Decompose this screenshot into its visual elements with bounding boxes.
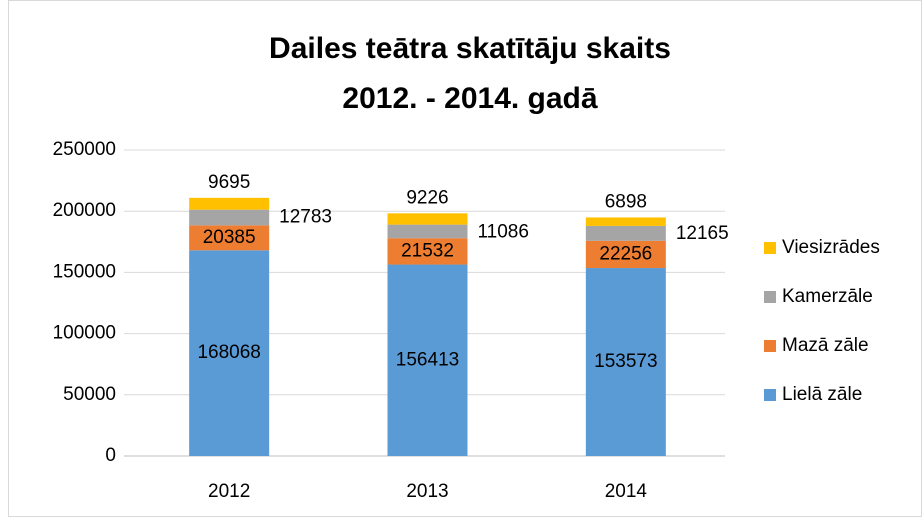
- x-tick-label: 2014: [605, 481, 648, 502]
- legend-swatch: [764, 291, 776, 303]
- data-label: 9226: [406, 187, 448, 208]
- y-tick-label: 250000: [53, 139, 116, 160]
- legend-label: Kamerzāle: [782, 286, 873, 307]
- data-label: 6898: [605, 191, 647, 212]
- data-label: 12165: [676, 223, 729, 244]
- legend-swatch: [764, 389, 776, 401]
- y-tick-label: 150000: [53, 261, 116, 282]
- data-label: 22256: [599, 243, 652, 264]
- legend-swatch: [764, 340, 776, 352]
- data-label: 21532: [401, 240, 454, 261]
- bar-segment: [387, 213, 468, 225]
- bar-segment: [387, 264, 468, 456]
- chart-title: 2012. - 2014. gadā: [342, 82, 597, 115]
- bar-segment: [585, 225, 666, 241]
- bar-segment: [585, 217, 666, 226]
- chart-title: Dailes teātra skatītāju skaits: [269, 32, 671, 65]
- data-label: 9695: [208, 172, 250, 193]
- data-label: 156413: [396, 349, 459, 370]
- bar-segment: [189, 209, 270, 226]
- x-tick-label: 2012: [208, 481, 250, 502]
- data-label: 11086: [478, 222, 529, 243]
- bar-segment: [387, 238, 468, 265]
- y-tick-label: 0: [105, 445, 116, 466]
- legend-swatch: [764, 242, 776, 254]
- data-label: 20385: [203, 227, 256, 248]
- bar-segment: [585, 268, 666, 456]
- y-tick-label: 50000: [63, 384, 116, 405]
- bar-segment: [189, 250, 270, 456]
- x-tick-label: 2013: [406, 481, 448, 502]
- y-tick-label: 100000: [53, 323, 116, 344]
- bar-segment: [189, 197, 270, 210]
- bar-segment: [387, 224, 468, 239]
- data-label: 153573: [594, 351, 657, 372]
- bar-segment: [189, 225, 270, 251]
- legend-label: Lielā zāle: [782, 384, 862, 405]
- y-tick-label: 200000: [53, 200, 116, 221]
- legend-label: Mazā zāle: [782, 335, 869, 356]
- data-label: 12783: [279, 207, 332, 228]
- legend-label: Viesizrādes: [782, 237, 880, 258]
- data-label: 168068: [197, 342, 260, 363]
- bar-segment: [585, 240, 666, 269]
